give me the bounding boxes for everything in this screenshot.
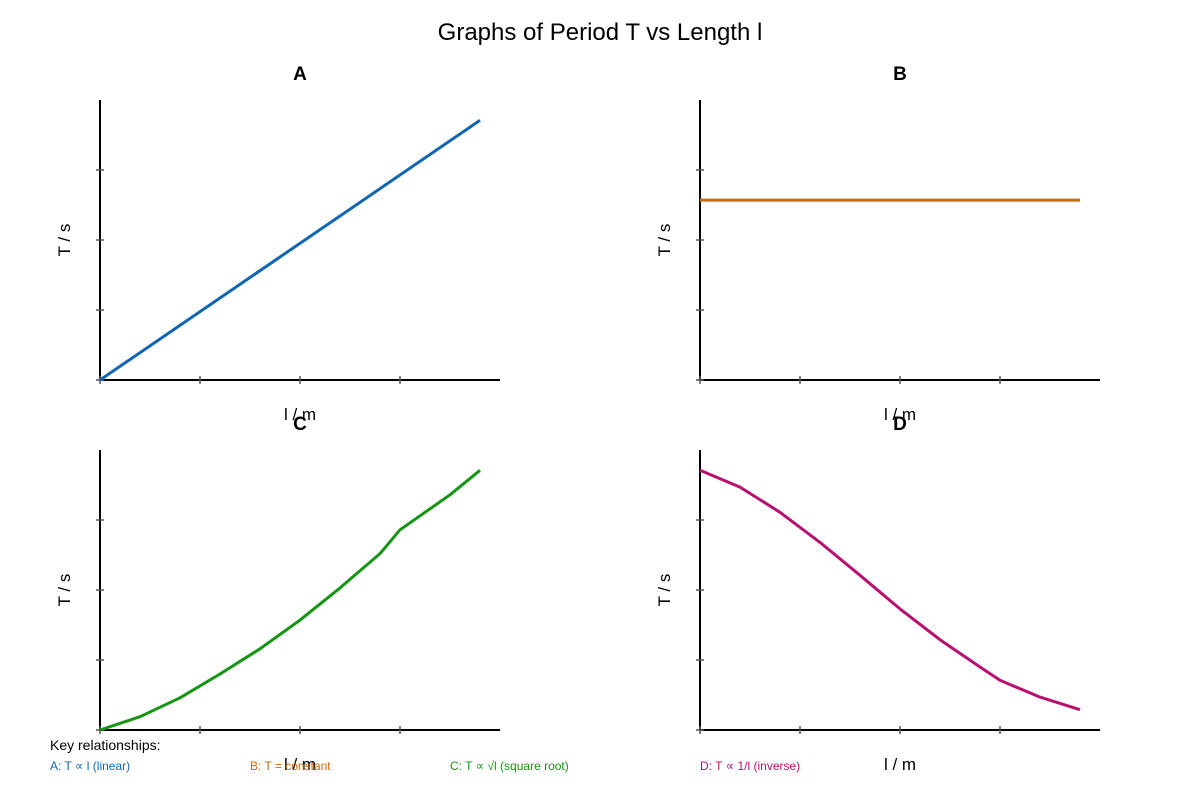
key-item-c: C: T ∝ √l (square root) xyxy=(450,759,569,773)
key-relationships: Key relationships: A: T ∝ l (linear) B: … xyxy=(50,737,800,773)
y-axis-label: T / s xyxy=(655,224,674,257)
x-axis-label: l / m xyxy=(284,755,316,774)
x-axis-label: l / m xyxy=(884,755,916,774)
y-axis-label: T / s xyxy=(55,574,74,607)
key-item-a: A: T ∝ l (linear) xyxy=(50,759,130,773)
panel-d: Dl / m T / s xyxy=(655,414,1100,774)
key-heading: Key relationships: xyxy=(50,737,161,753)
panel-b: Bl / m T / s xyxy=(655,64,1100,424)
key-item-b: B: T = constant xyxy=(250,759,331,773)
y-axis-label: T / s xyxy=(55,224,74,257)
panel-title: B xyxy=(893,64,907,85)
panel-title: A xyxy=(293,64,307,85)
key-item-d: D: T ∝ 1/l (inverse) xyxy=(700,759,800,773)
series-line-d xyxy=(699,468,1081,712)
chart-panels: Al / m T / s Bl / m T / s Cl / m T / s Dl / m T… xyxy=(55,64,1100,774)
x-axis-label: l / m xyxy=(884,405,916,424)
series-line-a xyxy=(99,119,481,382)
panel-title: D xyxy=(893,414,907,435)
panel-title: C xyxy=(293,414,307,435)
figure-title: Graphs of Period T vs Length l xyxy=(438,19,763,46)
x-axis-label: l / m xyxy=(284,405,316,424)
panel-a: Al / m T / s xyxy=(55,64,500,424)
series-line-c xyxy=(99,469,481,732)
panel-c: Cl / m T / s xyxy=(55,414,500,774)
y-axis-label: T / s xyxy=(655,574,674,607)
